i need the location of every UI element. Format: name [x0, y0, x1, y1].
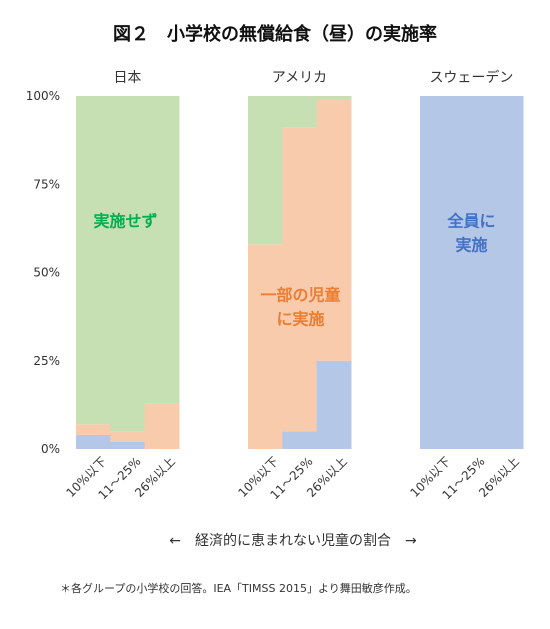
bar-segment-none: [282, 96, 318, 128]
bar-segment-none: [110, 96, 146, 432]
bar-segment-partial: [316, 99, 352, 361]
bar-segment-partial: [110, 431, 146, 442]
group-label: 日本: [113, 70, 141, 86]
bar-segment-none: [248, 96, 283, 245]
footnote: ＊各グループの小学校の回答。IEA「TIMSS 2015」より舞田敏彦作成。: [60, 581, 417, 595]
bar-segment-partial: [248, 244, 283, 449]
annotation-partial: に実施: [276, 310, 324, 329]
chart-title: 図２ 小学校の無償給食（昼）の実施率: [113, 23, 437, 45]
bar-segment-all: [110, 441, 146, 449]
bar-segment-all: [454, 96, 490, 449]
bar-segment-all: [282, 431, 318, 449]
bar-segment-none: [76, 96, 111, 425]
bar-segment-partial: [76, 424, 111, 435]
y-tick-label: 75%: [33, 177, 60, 191]
annotation-all: 全員に: [446, 212, 495, 231]
group-label: アメリカ: [272, 70, 327, 86]
annotation-all: 実施: [455, 236, 487, 255]
bar-segment-none: [316, 96, 352, 100]
x-axis-label: ← 経済的に恵まれない児童の割合 →: [169, 532, 417, 549]
y-tick-label: 100%: [26, 89, 60, 103]
bar-segment-all: [420, 96, 455, 449]
bar-segment-none: [144, 96, 180, 404]
annotation-none: 実施せず: [93, 212, 157, 231]
bar-segment-all: [316, 360, 352, 449]
y-tick-label: 50%: [33, 266, 60, 280]
bar-segment-all: [488, 96, 524, 449]
bar-segment-partial: [144, 403, 180, 449]
group-label: スウェーデン: [429, 69, 513, 86]
annotation-partial: 一部の児童: [260, 286, 340, 305]
bar-segment-all: [76, 434, 111, 449]
plot-area: 0%25%50%75%100%10%以下11～25%26%以上日本10%以下11…: [26, 69, 524, 502]
y-tick-label: 0%: [41, 442, 60, 456]
y-tick-label: 25%: [33, 354, 60, 368]
bar-segment-partial: [282, 127, 318, 432]
